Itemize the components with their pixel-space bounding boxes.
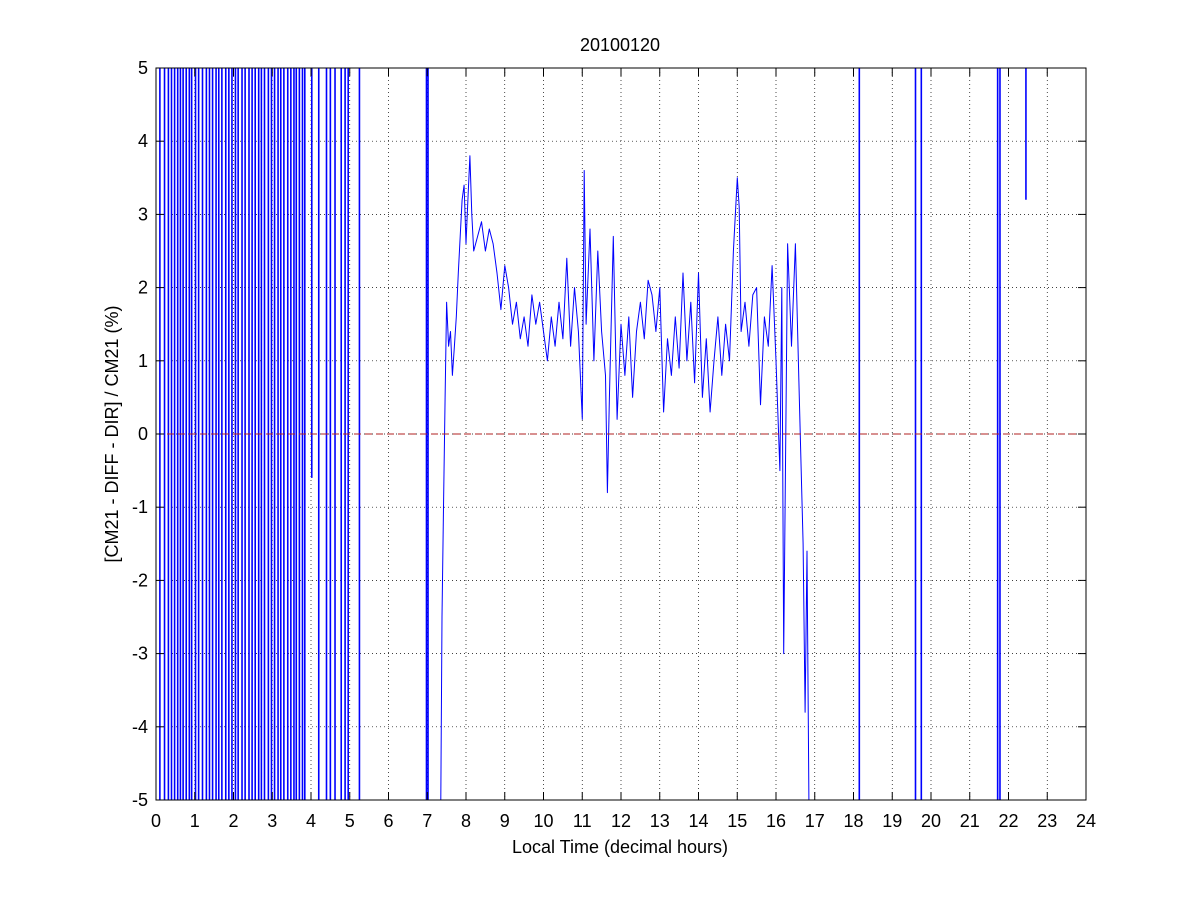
x-tick-label: 5 xyxy=(345,811,355,831)
x-tick-label: 4 xyxy=(306,811,316,831)
series-line xyxy=(440,155,810,801)
x-tick-label: 23 xyxy=(1037,811,1057,831)
y-tick-label: -4 xyxy=(132,717,148,737)
x-tick-label: 7 xyxy=(422,811,432,831)
x-tick-label: 13 xyxy=(650,811,670,831)
x-tick-label: 9 xyxy=(500,811,510,831)
x-tick-label: 20 xyxy=(921,811,941,831)
x-tick-label: 22 xyxy=(998,811,1018,831)
x-tick-label: 8 xyxy=(461,811,471,831)
y-tick-label: 1 xyxy=(138,351,148,371)
y-tick-label: -1 xyxy=(132,497,148,517)
x-tick-label: 21 xyxy=(960,811,980,831)
x-tick-label: 3 xyxy=(267,811,277,831)
x-tick-label: 0 xyxy=(151,811,161,831)
y-tick-label: 4 xyxy=(138,131,148,151)
y-tick-label: 2 xyxy=(138,278,148,298)
x-tick-label: 15 xyxy=(727,811,747,831)
axis-ticks: 0 1 2 3 4 5 6 7 8 9 10 11 12 13 14 15 16 17 18 19 20 21 22 23 24… xyxy=(132,58,1096,831)
chart-title: 20100120 xyxy=(580,35,660,55)
x-tick-label: 14 xyxy=(688,811,708,831)
x-tick-label: 24 xyxy=(1076,811,1096,831)
y-tick-label: 3 xyxy=(138,204,148,224)
x-tick-label: 18 xyxy=(843,811,863,831)
y-axis-label: [CM21 - DIFF - DIR] / CM21 (%) xyxy=(102,305,122,562)
x-tick-label: 19 xyxy=(882,811,902,831)
x-axis-label: Local Time (decimal hours) xyxy=(512,837,728,857)
y-tick-label: 5 xyxy=(138,58,148,78)
x-tick-label: 12 xyxy=(611,811,631,831)
x-tick-label: 2 xyxy=(228,811,238,831)
y-tick-label: -5 xyxy=(132,790,148,810)
x-tick-label: 6 xyxy=(383,811,393,831)
x-tick-label: 10 xyxy=(533,811,553,831)
x-tick-label: 16 xyxy=(766,811,786,831)
x-tick-label: 17 xyxy=(805,811,825,831)
x-tick-label: 1 xyxy=(190,811,200,831)
y-tick-label: -2 xyxy=(132,570,148,590)
y-tick-label: 0 xyxy=(138,424,148,444)
y-tick-label: -3 xyxy=(132,644,148,664)
x-tick-label: 11 xyxy=(573,811,592,831)
